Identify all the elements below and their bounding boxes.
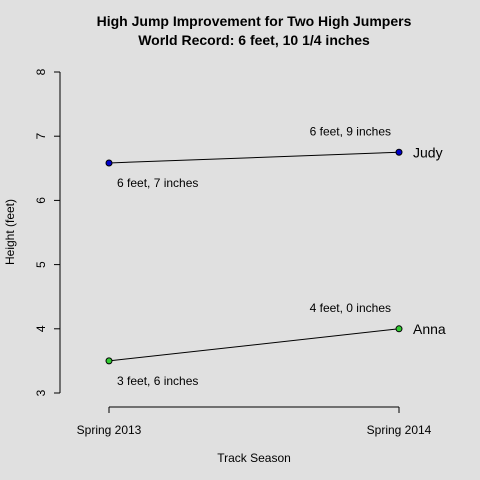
anna-point-label-1: 4 feet, 0 inches	[310, 301, 391, 315]
y-tick-label-0: 3	[34, 389, 48, 396]
judy-line	[108, 151, 400, 164]
anna-series-name: Anna	[413, 321, 446, 337]
judy-point-0	[105, 159, 113, 167]
y-axis-title: Height (feet)	[3, 199, 17, 265]
y-axis: 3 4 5 6 7 8	[34, 68, 61, 396]
anna-point-label-0: 3 feet, 6 inches	[117, 374, 198, 388]
judy-point-1	[395, 148, 403, 156]
chart-title: High Jump Improvement for Two High Jumpe…	[97, 13, 412, 29]
judy-series-name: Judy	[413, 144, 443, 160]
x-tick-label-1: Spring 2014	[367, 423, 432, 437]
judy-point-label-0: 6 feet, 7 inches	[117, 176, 198, 190]
y-tick-label-1: 4	[34, 325, 48, 332]
y-tick-label-2: 5	[34, 261, 48, 268]
anna-point-0	[105, 357, 113, 365]
judy-point-label-1: 6 feet, 9 inches	[310, 124, 391, 138]
x-axis-title: Track Season	[217, 451, 291, 465]
chart-subtitle: World Record: 6 feet, 10 1/4 inches	[138, 32, 370, 48]
y-tick-label-5: 8	[34, 68, 48, 75]
x-axis: Spring 2013 Spring 2014	[77, 406, 432, 437]
y-tick-label-4: 7	[34, 133, 48, 140]
x-tick-label-0: Spring 2013	[77, 423, 142, 437]
y-tick-label-3: 6	[34, 197, 48, 204]
anna-point-1	[395, 325, 403, 333]
anna-line	[108, 328, 400, 362]
series-layer: 6 feet, 7 inches 6 feet, 9 inches Judy 3 fe…	[105, 124, 446, 388]
